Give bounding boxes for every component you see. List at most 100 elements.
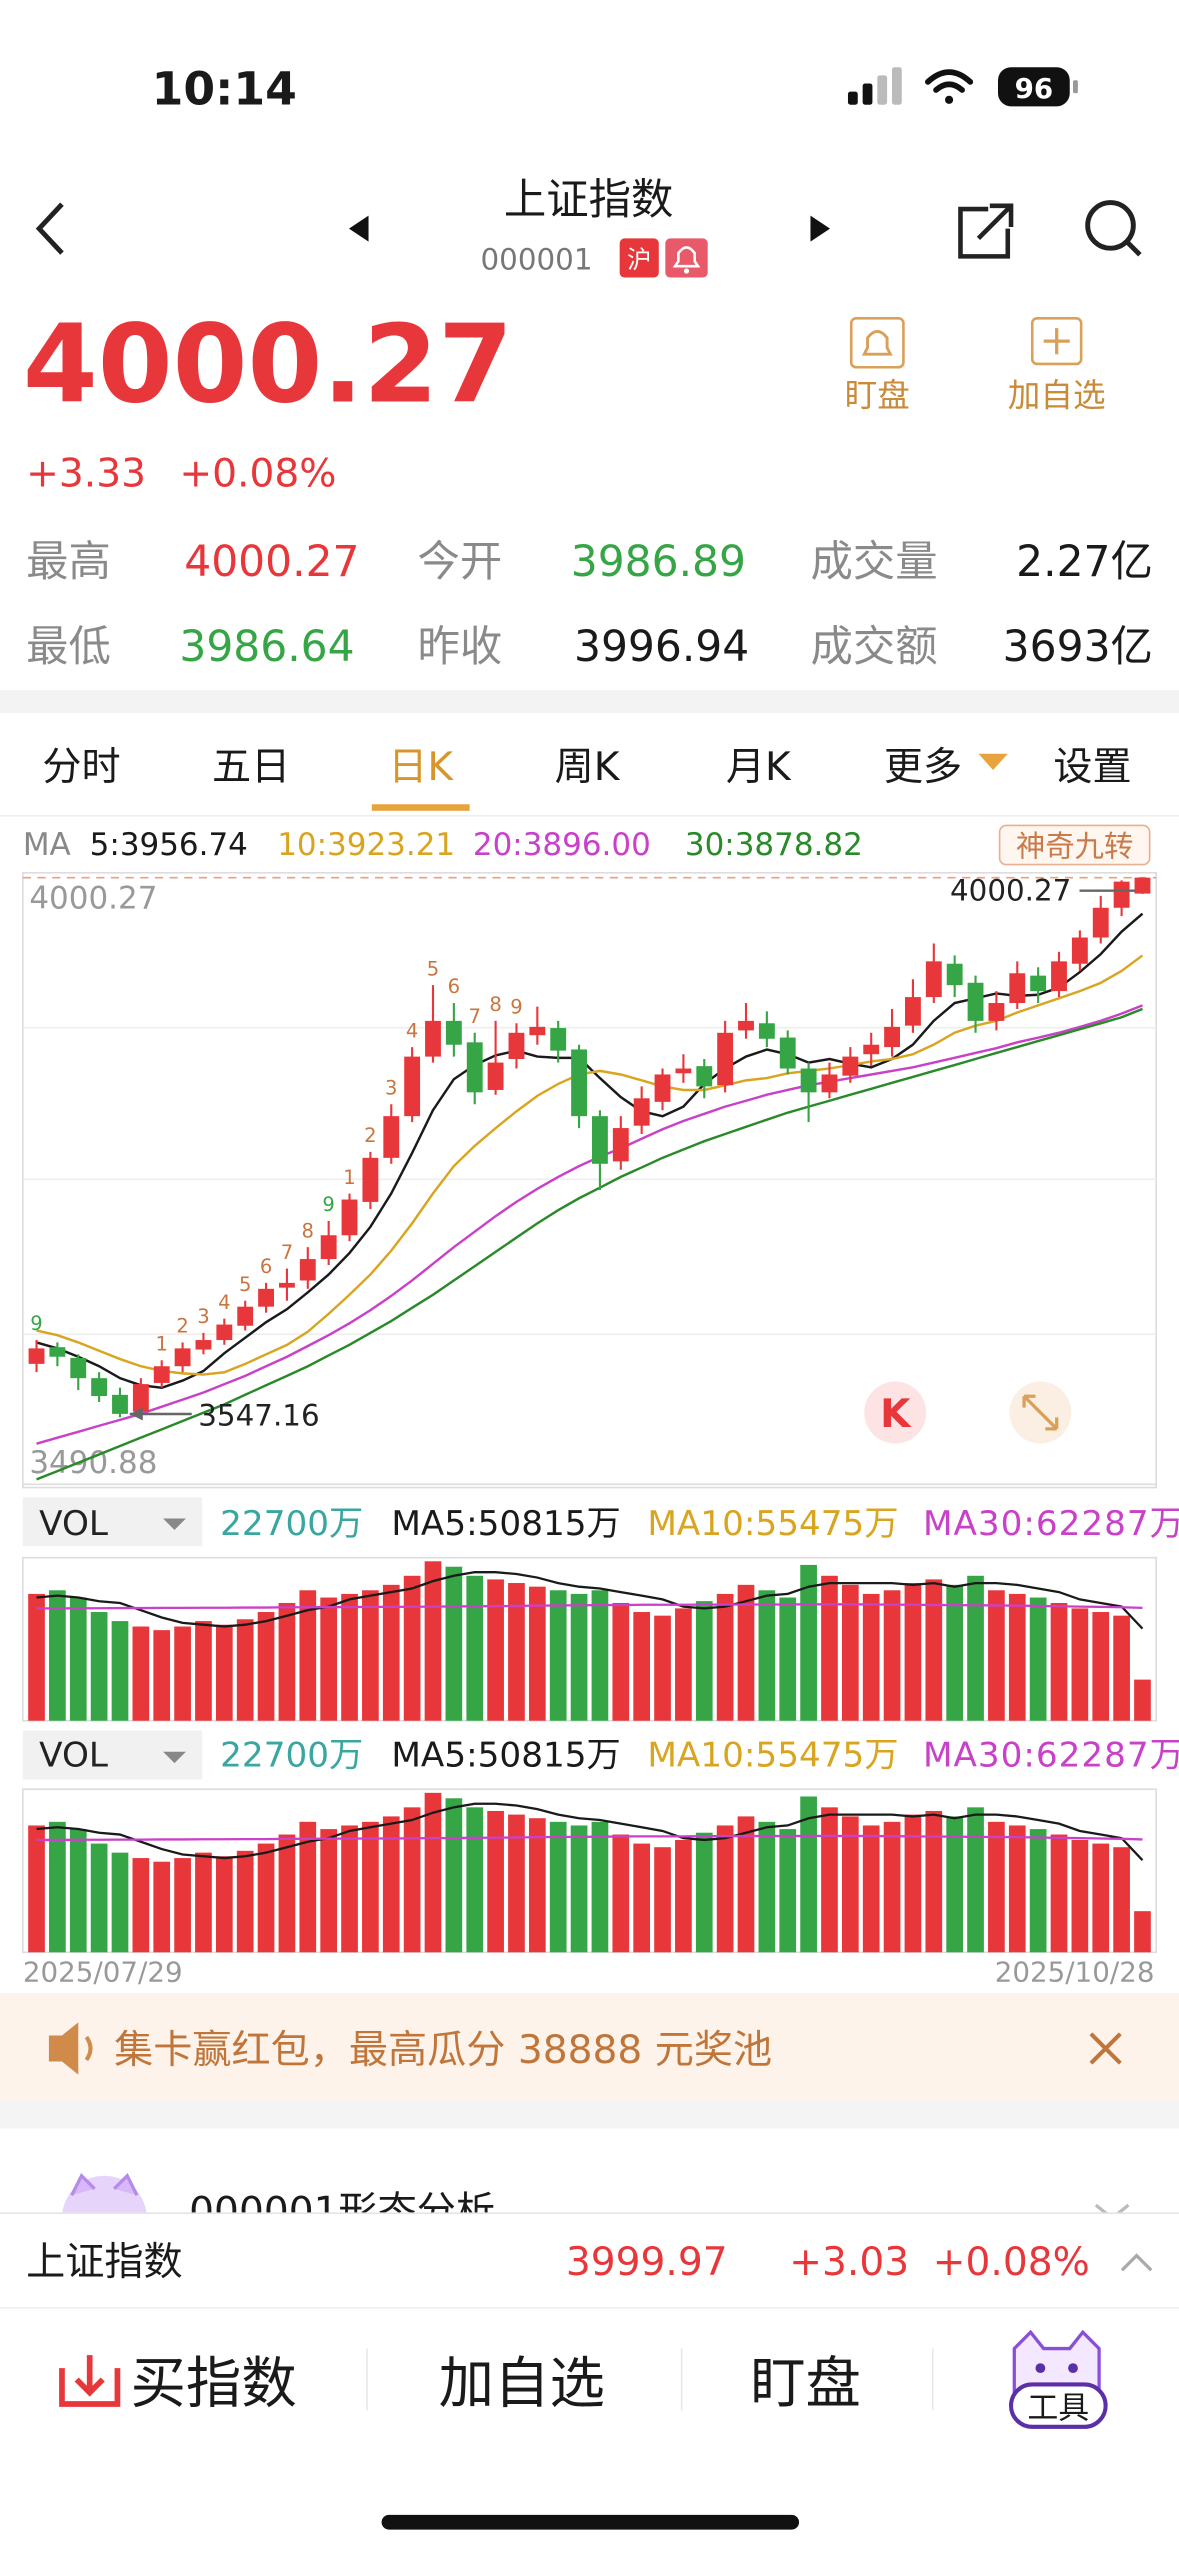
candle-body bbox=[925, 961, 942, 998]
volume-bar bbox=[675, 1608, 692, 1721]
nine-turn-label: 7 bbox=[469, 1005, 481, 1028]
candle-body bbox=[1051, 961, 1067, 992]
ma-line bbox=[36, 1007, 1143, 1481]
nine-turn-label: 4 bbox=[218, 1291, 230, 1314]
volume-bar bbox=[174, 1626, 191, 1721]
stat-label: 昨收 bbox=[417, 622, 502, 671]
volume-bar bbox=[695, 1832, 713, 1953]
bottom-bar bbox=[0, 2213, 1179, 2556]
volume-bar bbox=[988, 1821, 1005, 1953]
next-button[interactable] bbox=[810, 215, 831, 242]
volume-bar bbox=[1050, 1602, 1068, 1721]
share-button[interactable] bbox=[958, 203, 1014, 259]
candle-body bbox=[508, 1032, 525, 1059]
search-button[interactable] bbox=[1085, 200, 1142, 257]
volume-bar bbox=[1071, 1608, 1089, 1721]
nine-turn-label: 9 bbox=[510, 995, 522, 1018]
buy-button[interactable]: 买指数 bbox=[59, 2352, 297, 2416]
volume-bar bbox=[341, 1593, 358, 1721]
vol-legend-item: MA5:50815万 bbox=[391, 1735, 620, 1775]
bar-change-pct: +0.08% bbox=[933, 2240, 1090, 2285]
banner-close[interactable] bbox=[1089, 2032, 1122, 2065]
candle-body bbox=[49, 1347, 66, 1357]
stat-value: 3986.89 bbox=[571, 537, 746, 586]
volume-bar bbox=[570, 1593, 588, 1721]
tab[interactable]: 设置 bbox=[1053, 745, 1131, 790]
tab[interactable]: 周K bbox=[555, 745, 621, 790]
nine-turn-button[interactable] bbox=[998, 824, 1151, 866]
prev-button[interactable] bbox=[348, 215, 369, 242]
volume-chart: VOL 22700万 MA5:50815万 MA10:55475万 MA30:62287… bbox=[23, 1504, 1179, 1989]
candle-body bbox=[654, 1074, 671, 1102]
volume-bar bbox=[883, 1590, 901, 1721]
ma-legend-label: MA bbox=[23, 827, 71, 863]
favorite-label: 加自选 bbox=[1008, 376, 1106, 414]
expand-button[interactable] bbox=[1009, 1381, 1072, 1444]
volume-bar bbox=[570, 1825, 588, 1953]
candle-body bbox=[821, 1074, 838, 1093]
volume-bar bbox=[1029, 1597, 1047, 1721]
back-button[interactable] bbox=[35, 202, 64, 255]
candle-body bbox=[404, 1056, 421, 1117]
candle-body bbox=[112, 1394, 128, 1414]
nine-turn-label: 4 bbox=[406, 1019, 418, 1042]
action-label[interactable]: 盯盘 bbox=[750, 2352, 861, 2416]
candle-body bbox=[717, 1032, 734, 1086]
tab[interactable]: 月K bbox=[726, 745, 792, 790]
volume-bar bbox=[90, 1843, 108, 1953]
volume-bar bbox=[299, 1590, 317, 1721]
volume-bar bbox=[132, 1626, 150, 1721]
banner[interactable] bbox=[0, 1993, 1179, 2101]
tab-active[interactable]: 日K bbox=[388, 745, 454, 790]
volume-bar bbox=[737, 1584, 755, 1721]
nine-turn-label: 3 bbox=[197, 1305, 209, 1328]
price-change: +3.33 bbox=[26, 451, 146, 496]
volume-bar bbox=[382, 1584, 400, 1721]
bar-change: +3.03 bbox=[789, 2240, 909, 2285]
candle-body bbox=[842, 1056, 859, 1076]
volume-bar bbox=[215, 1856, 233, 1953]
candle-body bbox=[1134, 877, 1151, 894]
battery bbox=[997, 67, 1070, 107]
nine-turn-label: 5 bbox=[239, 1273, 251, 1296]
volume-bar bbox=[508, 1583, 525, 1721]
watch-button[interactable]: 盯盘 bbox=[845, 317, 910, 414]
candle-body bbox=[341, 1199, 358, 1236]
alert-badge[interactable] bbox=[665, 238, 708, 278]
volume-bar bbox=[1113, 1615, 1130, 1721]
tab[interactable]: 五日 bbox=[212, 745, 290, 790]
tab[interactable]: 更多 bbox=[884, 745, 962, 790]
x-tick-label: 2025/07/29 bbox=[23, 1956, 183, 1989]
x-tick-label: 2025/10/28 bbox=[995, 1956, 1155, 1989]
candle-body bbox=[675, 1068, 692, 1074]
volume-bar bbox=[675, 1839, 692, 1953]
action-label[interactable]: 加自选 bbox=[439, 2352, 605, 2416]
volume-bar bbox=[195, 1621, 212, 1721]
volume-bar bbox=[1008, 1593, 1026, 1721]
volume-bar bbox=[633, 1843, 651, 1953]
vol-legend-item: MA30:62287万 bbox=[923, 1504, 1179, 1544]
favorite-button[interactable]: 加自选 bbox=[1008, 317, 1106, 414]
bar-expand[interactable] bbox=[1120, 2253, 1153, 2272]
stat-label: 最高 bbox=[26, 537, 111, 586]
vol-legend-item: VOL bbox=[39, 1504, 108, 1544]
volume-bar bbox=[278, 1834, 296, 1953]
vol-legend-item: MA30:62287万 bbox=[923, 1735, 1179, 1775]
volume-bar bbox=[153, 1630, 171, 1721]
volume-bar bbox=[341, 1825, 358, 1953]
k-button[interactable] bbox=[864, 1381, 927, 1444]
nine-turn-label: 8 bbox=[489, 993, 501, 1016]
volume-bar bbox=[215, 1624, 233, 1721]
volume-bar bbox=[549, 1590, 567, 1721]
candle-body bbox=[1071, 937, 1088, 964]
volume-bar bbox=[821, 1575, 838, 1721]
volume-bar bbox=[695, 1601, 713, 1721]
tools-button[interactable]: 工具 bbox=[1008, 2329, 1108, 2429]
vol-selector-arrow bbox=[163, 1751, 186, 1764]
volume-bar bbox=[236, 1850, 254, 1953]
volume-bar bbox=[591, 1590, 609, 1721]
candle-body bbox=[612, 1128, 629, 1162]
stat-value: 2.27亿 bbox=[1016, 537, 1153, 586]
battery-level: 96 bbox=[1015, 72, 1054, 105]
tab[interactable]: 分时 bbox=[42, 745, 120, 790]
